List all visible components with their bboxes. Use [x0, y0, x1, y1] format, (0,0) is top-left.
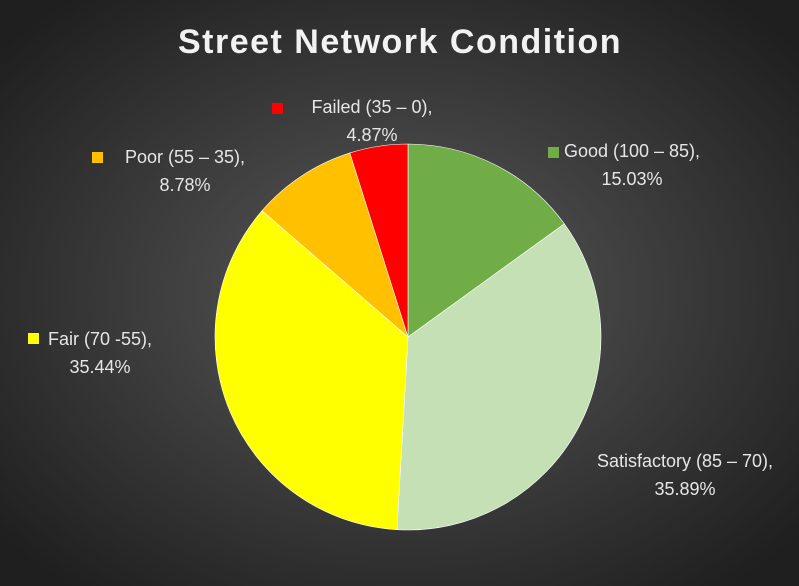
legend-key: [272, 103, 283, 114]
chart-title: Street Network Condition: [178, 23, 622, 61]
data-label-category: Fair (70 -55),: [48, 329, 152, 349]
data-label-value: 8.78%: [159, 175, 210, 195]
data-label-category: Poor (55 – 35),: [125, 147, 245, 167]
pie-slice: [396, 223, 602, 531]
data-label-value: 35.89%: [654, 479, 715, 499]
pie-slice: [214, 210, 409, 530]
pie-slice: [261, 152, 409, 338]
pie-slice: [407, 143, 565, 338]
legend-key: [548, 147, 559, 158]
legend-key: [28, 333, 39, 344]
data-label-value: 4.87%: [346, 125, 397, 145]
legend-key: [92, 152, 103, 163]
data-label-category: Good (100 – 85),: [564, 141, 700, 161]
data-label-category: Satisfactory (85 – 70),: [597, 451, 773, 471]
data-label-category: Failed (35 – 0),: [311, 97, 432, 117]
data-label-value: 35.44%: [69, 357, 130, 377]
data-label-value: 15.03%: [601, 169, 662, 189]
pie-slice: [349, 143, 409, 338]
